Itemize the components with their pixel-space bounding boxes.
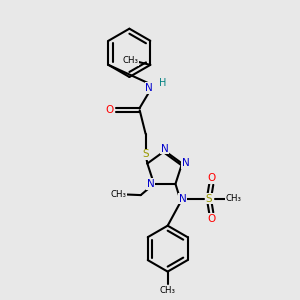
Text: N: N: [145, 83, 153, 93]
Text: O: O: [207, 214, 215, 224]
Text: N: N: [182, 158, 190, 169]
Text: N: N: [178, 194, 186, 204]
Text: O: O: [106, 105, 114, 115]
Text: CH₃: CH₃: [122, 56, 138, 65]
Text: CH₃: CH₃: [226, 194, 242, 203]
Text: S: S: [142, 149, 149, 159]
Text: O: O: [207, 173, 215, 183]
Text: N: N: [161, 143, 169, 154]
Text: CH₃: CH₃: [110, 190, 126, 199]
Text: H: H: [159, 78, 166, 88]
Text: CH₃: CH₃: [160, 286, 176, 295]
Text: S: S: [206, 194, 212, 204]
Text: N: N: [147, 179, 154, 189]
